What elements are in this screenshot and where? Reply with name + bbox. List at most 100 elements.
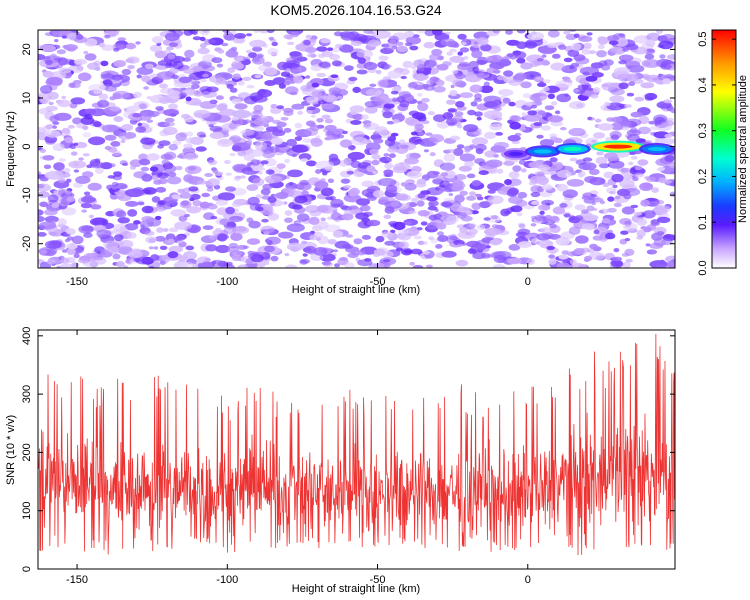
heatmap-cell (327, 178, 335, 184)
heatmap-cell (64, 190, 71, 195)
heatmap-cell (445, 99, 456, 105)
heatmap-cell (660, 241, 667, 246)
heatmap-cell (231, 145, 242, 152)
heatmap-cell (361, 114, 369, 120)
heatmap-cell (569, 65, 575, 70)
heatmap-cell (118, 132, 133, 140)
heatmap-cell (39, 148, 46, 154)
heatmap-cell (264, 67, 278, 76)
heatmap-cell (423, 241, 428, 245)
heatmap-cell (540, 227, 552, 234)
heatmap-cell (141, 205, 154, 214)
heatmap-cell (38, 183, 52, 192)
heatmap-cell (524, 41, 538, 49)
heatmap-cell (452, 115, 464, 123)
heatmap-cell (503, 70, 514, 77)
heatmap-cell (121, 124, 134, 131)
heatmap-cell (420, 221, 428, 226)
heatmap-cell (161, 159, 170, 165)
heatmap-cell (250, 111, 263, 119)
heatmap-cell (632, 176, 639, 182)
heatmap-cell (502, 97, 511, 104)
heatmap-cell (299, 258, 311, 264)
heatmap-cell (667, 260, 675, 268)
heatmap-cell (569, 259, 577, 265)
heatmap-cell (42, 155, 55, 161)
heatmap-cell (484, 150, 497, 158)
heatmap-cell (412, 264, 424, 268)
heatmap-cell (200, 65, 216, 72)
heatmap-cell (70, 151, 78, 156)
heatmap-cell (330, 212, 342, 221)
heatmap-cell (291, 144, 308, 153)
heatmap-cell (597, 123, 614, 131)
heatmap-cell (162, 228, 169, 232)
heatmap-cell (365, 88, 383, 97)
heatmap-cell (112, 229, 125, 235)
heatmap-cell (103, 79, 113, 87)
heatmap-cell (321, 261, 332, 266)
heatmap-cell (610, 134, 620, 141)
heatmap-cell (528, 161, 540, 169)
snr-series-line (38, 333, 675, 556)
heatmap-cell (349, 105, 365, 113)
heatmap-cell (201, 192, 211, 198)
heatmap-cell (150, 175, 160, 180)
heatmap-cell (510, 115, 522, 123)
heatmap-cell (410, 197, 419, 203)
heatmap-cell (126, 56, 140, 64)
heatmap-cell (74, 141, 88, 149)
heatmap-cell (305, 34, 313, 39)
heatmap-cell (493, 141, 509, 149)
heatmap-cell (38, 215, 45, 223)
heatmap-cell (399, 100, 410, 108)
heatmap-cell (540, 125, 552, 131)
heatmap-cell (285, 68, 291, 73)
heatmap-cell (454, 174, 467, 181)
heatmap-cell (618, 60, 627, 65)
heatmap-cell (397, 193, 409, 201)
heatmap-cell (333, 249, 338, 253)
heatmap-ylabel: Frequency (Hz) (5, 111, 17, 187)
heatmap-cell (520, 168, 527, 173)
heatmap-cell (366, 165, 376, 173)
heatmap-cell (405, 179, 415, 185)
heatmap-cell (264, 245, 275, 253)
heatmap-cell (284, 158, 290, 164)
heatmap-cell (516, 41, 528, 49)
heatmap-cell (250, 159, 260, 166)
heatmap-cell (660, 212, 670, 218)
heatmap-cell (206, 120, 216, 126)
heatmap-cell (217, 192, 235, 201)
heatmap-cell (552, 53, 561, 59)
heatmap-cell (559, 203, 568, 208)
heatmap-cell (606, 102, 625, 111)
heatmap-cell (393, 221, 406, 231)
heatmap-cell (310, 114, 316, 118)
heatmap-cell (57, 57, 69, 66)
heatmap-cell (157, 172, 169, 179)
heatmap-cell (450, 84, 455, 89)
heatmap-cell (256, 260, 266, 268)
heatmap-ytick-label: 10 (21, 92, 33, 104)
heatmap-cell (427, 111, 435, 116)
heatmap-cell (426, 79, 434, 85)
heatmap-cell (225, 206, 236, 215)
heatmap-cell (369, 148, 379, 155)
heatmap-cell (554, 110, 561, 115)
heatmap-cell (138, 158, 151, 166)
heatmap-cell (445, 215, 459, 224)
heatmap-cell (315, 169, 322, 174)
heatmap-cell (199, 43, 207, 49)
heatmap-cell (416, 30, 428, 34)
heatmap-cell (378, 55, 389, 61)
heatmap-cell (611, 173, 624, 183)
heatmap-cell (59, 158, 66, 162)
heatmap-cell (492, 250, 512, 260)
heatmap-cell (612, 184, 618, 189)
heatmap-cell (104, 85, 117, 92)
heatmap-cell (236, 57, 244, 62)
heatmap-cell (100, 73, 116, 81)
colorbar-tick-label: 0.3 (697, 123, 709, 138)
heatmap-cell (474, 111, 483, 117)
